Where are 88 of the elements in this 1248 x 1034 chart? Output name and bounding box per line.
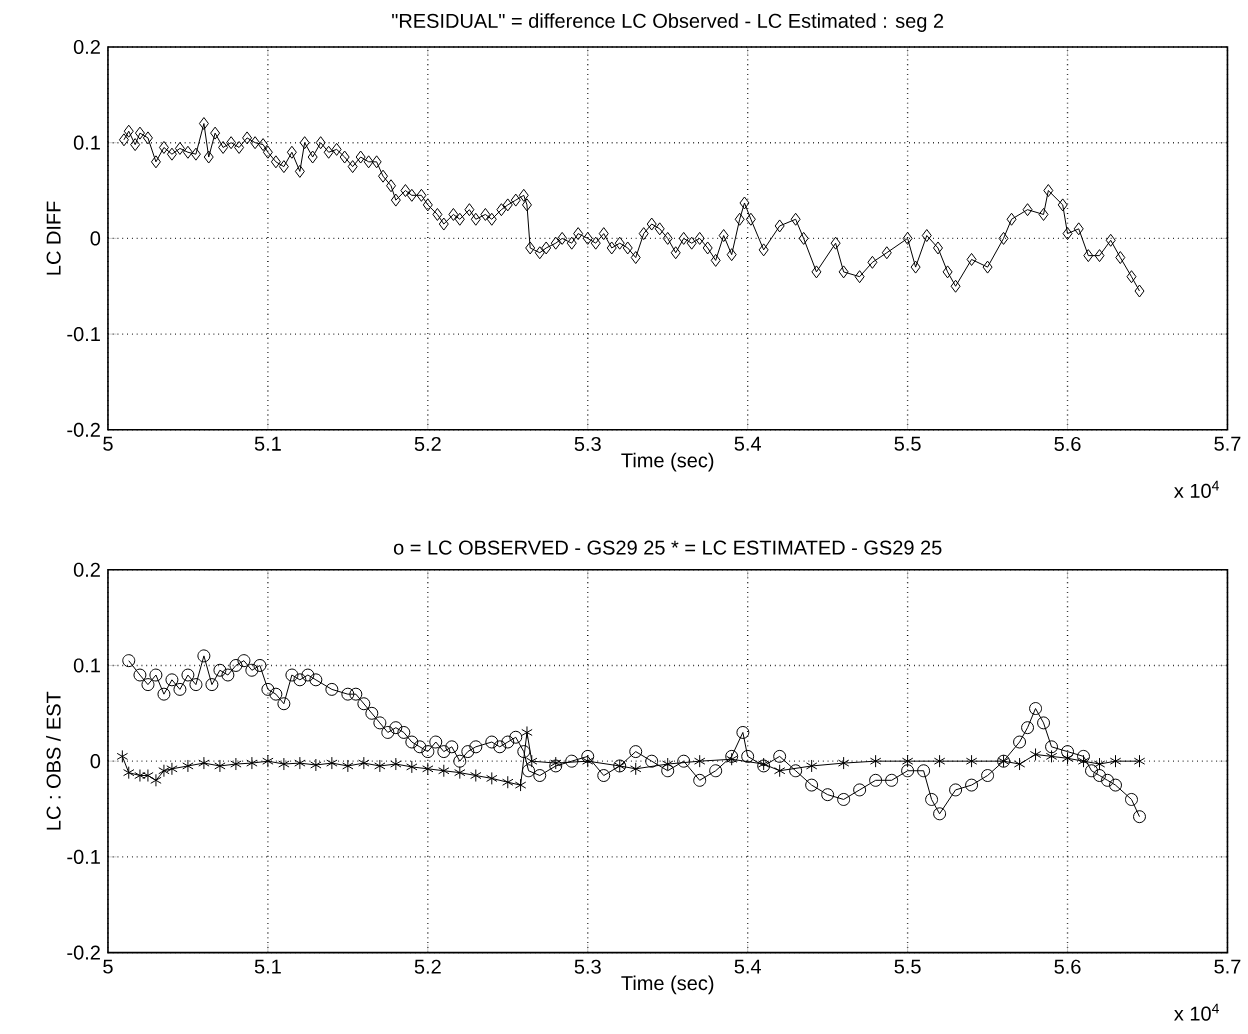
x-tick-label: 5.1 [254, 959, 281, 974]
point [725, 752, 738, 766]
x-tick-label: 5.6 [1054, 959, 1081, 975]
point [406, 760, 418, 774]
point [470, 769, 482, 783]
point [514, 778, 527, 792]
point [550, 756, 562, 770]
y-tick-label: -0.1 [67, 327, 100, 342]
point [278, 757, 290, 771]
point [390, 757, 402, 771]
point [158, 764, 170, 778]
point [965, 754, 978, 768]
point [1045, 750, 1058, 764]
point [422, 762, 434, 776]
point [1133, 754, 1146, 768]
x-tick-label: 5.1 [254, 437, 281, 452]
point [198, 756, 210, 770]
point [1013, 757, 1026, 771]
y-axis-title: LC : OBS / EST [46, 691, 61, 830]
point [521, 726, 533, 740]
point [805, 759, 818, 773]
chart-title: o = LC OBSERVED - GS29 25 * = LC ESTIMATED - GS29 25 [393, 540, 942, 555]
y-tick-label: 0 [90, 231, 101, 246]
point [773, 764, 786, 778]
text: x 10$^{4}$ [1174, 481, 1219, 499]
x-tick-label: 5.3 [574, 959, 601, 975]
point [310, 758, 322, 772]
point [526, 754, 538, 768]
x-axis-title: Time (sec) [621, 975, 714, 995]
x-tick-label: 5.2 [414, 959, 441, 975]
x-tick-label: 5.2 [414, 437, 441, 452]
point [142, 769, 154, 783]
point [214, 759, 226, 773]
point [757, 757, 770, 771]
y-tick-label: 0.1 [73, 135, 100, 150]
point [342, 759, 354, 773]
chart-title: "RESIDUAL" = difference LC Observed - LC Estimated : seg 2 [392, 13, 944, 33]
point [1061, 752, 1074, 766]
y-tick-label: 0.2 [73, 562, 100, 578]
x-tick-label: 5.4 [734, 959, 761, 974]
y-tick-label: 0.2 [73, 40, 100, 55]
point [374, 759, 386, 773]
x-tick-label: 5 [103, 959, 113, 974]
point [486, 772, 498, 786]
x-tick-label: 5 [103, 437, 113, 452]
point [166, 762, 178, 776]
y-tick-label: 0 [90, 754, 101, 769]
y-tick-label: -0.2 [67, 422, 100, 438]
x-tick-label: 5.4 [734, 437, 761, 452]
point [438, 764, 450, 778]
point [837, 756, 850, 770]
y-axis-title: LC DIFF [46, 201, 61, 275]
point [454, 766, 466, 780]
point [933, 754, 946, 768]
x-axis-title: Time (sec) [621, 452, 714, 472]
point [182, 759, 194, 773]
point [694, 754, 706, 768]
point [358, 756, 370, 770]
point [262, 754, 274, 768]
point [246, 756, 258, 770]
x-tick-label: 5.7 [1214, 437, 1241, 452]
x-tick-label: 5.5 [894, 959, 921, 974]
point [901, 754, 914, 768]
point [294, 756, 306, 770]
point [1109, 754, 1122, 768]
point [630, 762, 642, 776]
x-tick-label: 5.5 [894, 437, 921, 452]
point [869, 754, 882, 768]
point [134, 769, 146, 783]
point [662, 757, 674, 771]
point [123, 766, 135, 780]
point [116, 750, 129, 764]
x-tick-label: 5.7 [1214, 959, 1241, 974]
point [502, 775, 514, 789]
point [1077, 754, 1090, 768]
point [150, 774, 162, 788]
point [582, 754, 594, 768]
point [1029, 748, 1042, 762]
y-tick-label: -0.1 [67, 850, 100, 865]
point [230, 757, 242, 771]
y-tick-label: -0.2 [67, 945, 100, 960]
point [997, 754, 1010, 768]
x-tick-label: 5.3 [574, 437, 601, 452]
text: x 10$^{4}$ [1174, 1003, 1219, 1021]
x-tick-label: 5.6 [1054, 437, 1081, 452]
y-tick-label: 0.1 [73, 658, 100, 673]
point [614, 759, 626, 773]
point [326, 756, 338, 770]
